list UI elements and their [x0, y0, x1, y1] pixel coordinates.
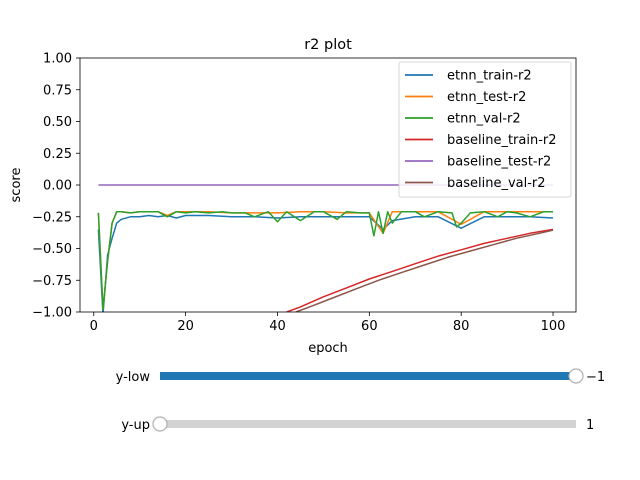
slider-handle[interactable] — [152, 416, 168, 432]
slider-y-up[interactable]: y-up 1 — [121, 416, 594, 433]
slider-label: y-up — [121, 418, 150, 433]
x-axis-label: epoch — [308, 341, 348, 356]
y-tick-label: 0.75 — [43, 83, 72, 98]
y-tick-label: 1.00 — [43, 52, 72, 67]
legend-entry: etnn_val-r2 — [447, 112, 521, 127]
legend-entry: etnn_test-r2 — [447, 90, 526, 105]
slider-value: −1 — [586, 370, 605, 385]
slider-handle[interactable] — [568, 368, 584, 384]
legend-box — [398, 61, 572, 198]
slider-label: y-low — [116, 370, 151, 385]
x-tick-label: 0 — [90, 319, 98, 334]
legend-entry: baseline_val-r2 — [447, 176, 546, 191]
series-line-etnn_val-r2 — [97, 210, 553, 311]
plot-area — [97, 184, 554, 312]
slider-y-low[interactable]: y-low −1 — [116, 368, 606, 385]
series-line-baseline_train-r2 — [286, 228, 554, 312]
y-tick-label: −0.75 — [32, 274, 72, 289]
chart-title: r2 plot — [304, 37, 352, 53]
x-tick-label: 20 — [177, 319, 194, 334]
axes: 0 20 40 60 80 100 −1.00 −0.75 −0.50 −0.25 0.00 0.25… — [32, 52, 577, 334]
slider-panel[interactable]: y-low −1 y-up 1 — [116, 368, 606, 433]
x-tick-label: 80 — [453, 319, 470, 334]
series-line-etnn_test-r2 — [97, 210, 553, 311]
legend-entry: etnn_train-r2 — [447, 69, 532, 84]
legend-entry: baseline_test-r2 — [447, 155, 551, 170]
y-tick-label: −1.00 — [32, 306, 72, 321]
y-tick-label: −0.50 — [32, 242, 72, 257]
x-tick-label: 100 — [541, 319, 566, 334]
y-tick-label: −0.25 — [32, 210, 72, 225]
y-tick-label: 0.50 — [43, 115, 72, 130]
legend: etnn_train-r2 etnn_test-r2 etnn_val-r2base… — [398, 61, 572, 198]
y-tick-label: 0.25 — [43, 147, 72, 162]
x-tick-label: 60 — [361, 319, 378, 334]
series-line-etnn_train-r2 — [97, 214, 554, 312]
legend-entry: baseline_train-r2 — [447, 133, 557, 148]
y-axis-label: score — [9, 168, 24, 203]
series-line-baseline_val-r2 — [295, 229, 554, 312]
slider-value: 1 — [586, 418, 594, 433]
x-tick-label: 40 — [269, 319, 286, 334]
y-tick-label: 0.00 — [43, 179, 72, 194]
